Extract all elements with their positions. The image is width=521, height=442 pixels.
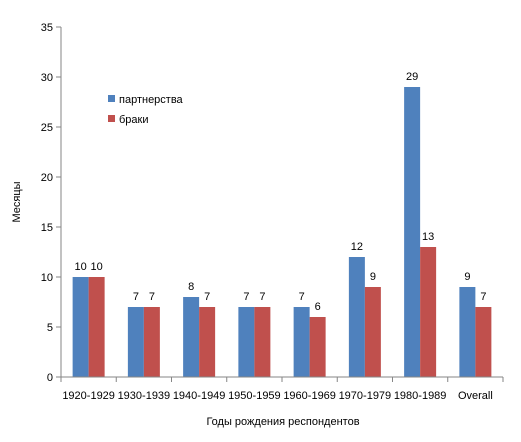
bar-partnerships <box>183 297 200 377</box>
x-axis-ticks: 1920-1929 1930-1939 1940-1949 1950-1959 1960… <box>60 377 504 402</box>
y-tick-label: 0 <box>47 372 53 384</box>
data-label: 7 <box>204 291 210 303</box>
data-label: 8 <box>188 281 194 293</box>
bar-partnerships <box>459 287 476 377</box>
bar-marriages <box>199 307 216 377</box>
x-tick-label: 1980-1989 <box>394 390 447 402</box>
bar-marriages <box>364 287 381 377</box>
data-label: 7 <box>243 291 249 303</box>
bar-marks <box>72 87 492 377</box>
bar-partnerships <box>404 87 421 377</box>
y-axis-title: Месяцы <box>11 181 23 222</box>
data-label: 12 <box>351 241 363 253</box>
bar-partnerships <box>127 307 144 377</box>
bar-marriages <box>254 307 271 377</box>
y-tick-label: 15 <box>41 222 53 234</box>
data-label: 10 <box>91 261 103 273</box>
x-tick-label: 1930-1939 <box>118 390 171 402</box>
data-label: 7 <box>133 291 139 303</box>
y-tick-label: 30 <box>41 72 53 84</box>
y-tick-label: 20 <box>41 172 53 184</box>
y-tick-label: 10 <box>41 272 53 284</box>
data-label: 7 <box>259 291 265 303</box>
bar-marriages <box>475 307 492 377</box>
x-tick-label: 1920-1929 <box>62 390 115 402</box>
data-label: 13 <box>422 231 434 243</box>
data-label: 29 <box>406 71 418 83</box>
x-tick-label: 1950-1959 <box>228 390 281 402</box>
data-label: 9 <box>464 271 470 283</box>
x-tick-label: 1960-1969 <box>283 390 336 402</box>
legend: партнерства браки <box>108 94 184 126</box>
data-label: 7 <box>299 291 305 303</box>
legend-swatch <box>108 95 115 102</box>
data-label: 7 <box>480 291 486 303</box>
bar-partnerships <box>348 257 365 377</box>
legend-label: браки <box>119 114 149 126</box>
y-tick-label: 35 <box>41 22 53 34</box>
y-tick-label: 25 <box>41 122 53 134</box>
x-tick-label: 1940-1949 <box>173 390 226 402</box>
x-axis-title: Годы рождения респондентов <box>206 416 359 428</box>
bar-marriages <box>420 247 437 377</box>
bar-marriages <box>88 277 105 377</box>
legend-swatch <box>108 115 115 122</box>
bar-marriages <box>309 317 326 377</box>
data-label: 6 <box>315 301 321 313</box>
x-tick-label: Overall <box>458 390 493 402</box>
bar-marriages <box>143 307 160 377</box>
x-tick-label: 1970-1979 <box>339 390 392 402</box>
bar-partnerships <box>238 307 255 377</box>
y-tick-label: 5 <box>47 322 53 334</box>
legend-label: партнерства <box>119 94 184 106</box>
bar-partnerships <box>293 307 310 377</box>
data-label: 9 <box>370 271 376 283</box>
data-label: 7 <box>149 291 155 303</box>
bar-partnerships <box>72 277 89 377</box>
y-axis-ticks: 0 5 10 15 20 25 30 35 <box>41 22 61 384</box>
data-label: 10 <box>75 261 87 273</box>
